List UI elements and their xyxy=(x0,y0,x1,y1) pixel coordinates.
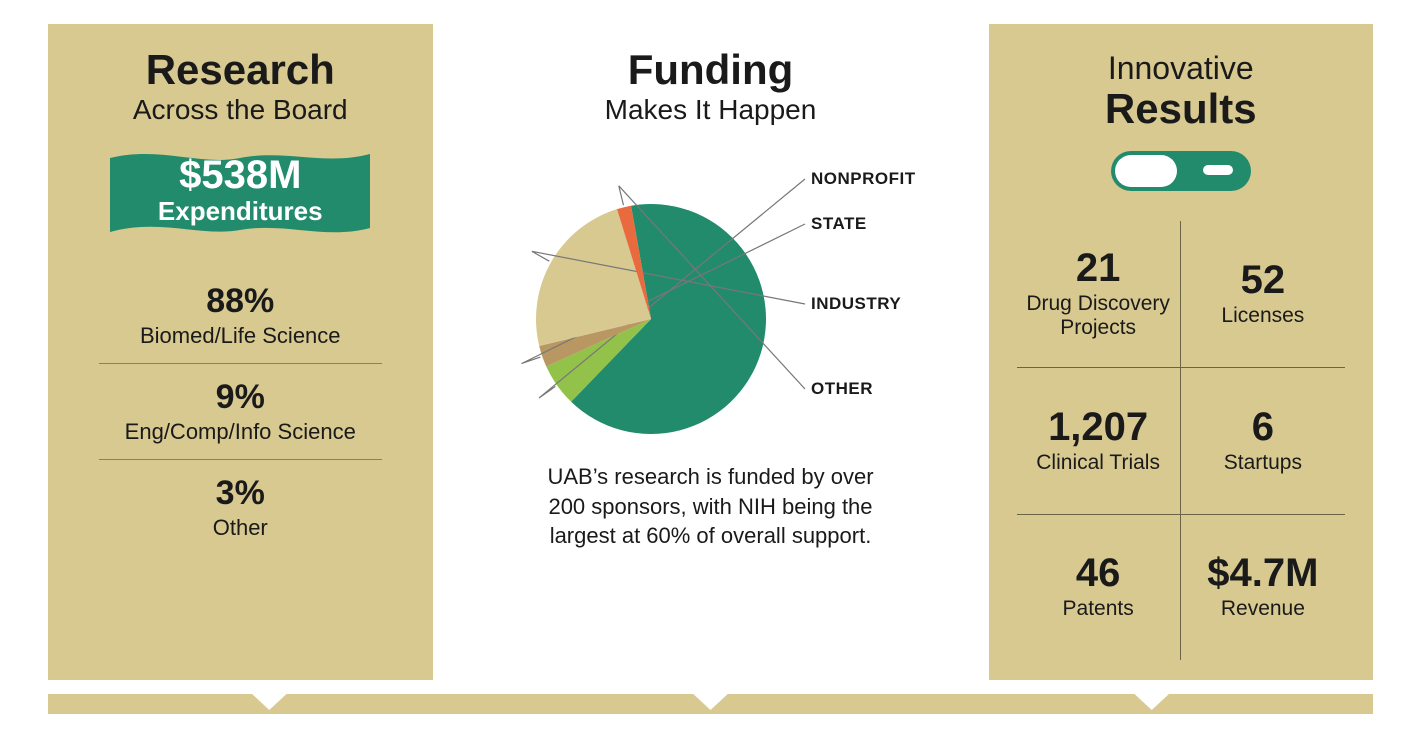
breakdown-pct: 3% xyxy=(99,474,382,513)
stat-value: 46 xyxy=(1076,553,1121,593)
stat-value: 6 xyxy=(1252,407,1274,447)
infographic-container: Research Across the Board $538M Expendit… xyxy=(0,0,1421,680)
pill-icon xyxy=(1111,145,1251,197)
stat-cell: 46 Patents xyxy=(1017,514,1181,660)
stat-label: Licenses xyxy=(1221,304,1304,328)
panel2-subtitle: Makes It Happen xyxy=(605,94,817,126)
pie-label-state: STATE xyxy=(811,214,867,233)
pie-svg: FEDERALNONPROFITSTATEINDUSTRYOTHER xyxy=(501,154,921,444)
timeline-bar xyxy=(48,686,1373,714)
expenditure-banner: $538M Expenditures xyxy=(110,144,370,240)
stat-value: 52 xyxy=(1241,260,1286,300)
stat-label: Startups xyxy=(1224,451,1302,475)
breakdown-label: Eng/Comp/Info Science xyxy=(99,419,382,445)
panel3-subtitle: Innovative xyxy=(1108,50,1254,87)
breakdown-item: 9%Eng/Comp/Info Science xyxy=(99,363,382,459)
panel1-subtitle: Across the Board xyxy=(133,94,348,126)
panel-funding: Funding Makes It Happen FEDERALNONPROFIT… xyxy=(473,24,949,680)
stat-value: 1,207 xyxy=(1048,407,1148,447)
stat-label: Patents xyxy=(1063,597,1134,621)
results-stats-grid: 21Drug DiscoveryProjects 52 Licenses 1,207 C… xyxy=(1017,221,1346,660)
panel3-title: Results xyxy=(1105,87,1257,131)
stat-value: 21 xyxy=(1076,248,1121,288)
stat-cell: 52 Licenses xyxy=(1181,221,1345,367)
funding-pie-chart: FEDERALNONPROFITSTATEINDUSTRYOTHER xyxy=(501,154,921,444)
breakdown-label: Biomed/Life Science xyxy=(99,323,382,349)
stat-value: $4.7M xyxy=(1207,553,1318,593)
breakdown-label: Other xyxy=(99,515,382,541)
breakdown-pct: 9% xyxy=(99,378,382,417)
breakdown-pct: 88% xyxy=(99,282,382,321)
stat-label: Clinical Trials xyxy=(1036,451,1160,475)
panel-research: Research Across the Board $538M Expendit… xyxy=(48,24,433,680)
funding-description: UAB’s research is funded by over 200 spo… xyxy=(541,462,881,551)
stat-cell: 21Drug DiscoveryProjects xyxy=(1017,221,1181,367)
breakdown-list: 88%Biomed/Life Science9%Eng/Comp/Info Sc… xyxy=(76,268,405,555)
breakdown-item: 88%Biomed/Life Science xyxy=(99,268,382,363)
stat-cell: 6 Startups xyxy=(1181,367,1345,513)
pie-label-nonprofit: NONPROFIT xyxy=(811,169,916,188)
panel1-title: Research xyxy=(146,48,335,92)
panel-results: Innovative Results 21Drug DiscoveryProje… xyxy=(989,24,1374,680)
stat-label: Revenue xyxy=(1221,597,1305,621)
banner-label: Expenditures xyxy=(110,196,370,227)
pie-label-other: OTHER xyxy=(811,379,873,398)
panel2-title: Funding xyxy=(628,48,794,92)
banner-amount: $538M xyxy=(110,154,370,196)
stat-cell: 1,207 Clinical Trials xyxy=(1017,367,1181,513)
bottom-bar-shape xyxy=(48,694,1373,714)
stat-label: Drug DiscoveryProjects xyxy=(1026,292,1170,340)
pie-label-industry: INDUSTRY xyxy=(811,294,901,313)
breakdown-item: 3%Other xyxy=(99,459,382,555)
stat-cell: $4.7M Revenue xyxy=(1181,514,1345,660)
